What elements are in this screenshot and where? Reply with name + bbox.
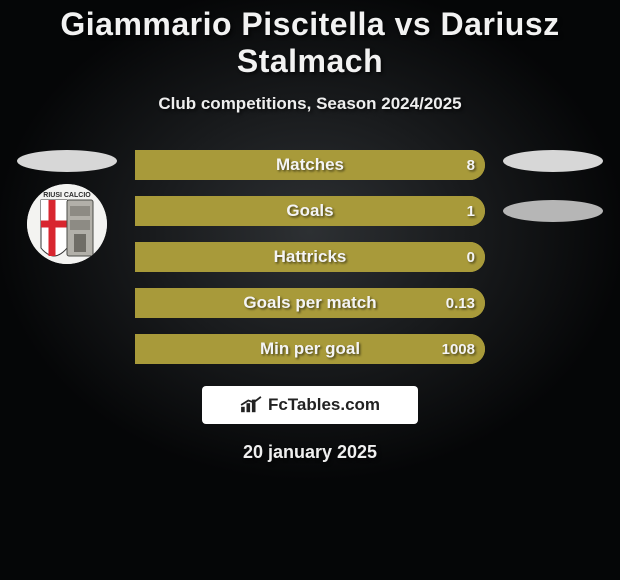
player-right-ellipse-2 — [503, 200, 603, 222]
stat-value-right: 0 — [467, 249, 475, 266]
brand-prefix: Fc — [268, 395, 288, 414]
player-left-club-badge: RIUSI CALCIO — [27, 184, 107, 264]
brand-box[interactable]: FcTables.com — [202, 386, 418, 424]
stat-label: Goals per match — [243, 293, 376, 313]
stat-bar: Matches 8 — [135, 150, 485, 180]
svg-text:RIUSI CALCIO: RIUSI CALCIO — [43, 192, 91, 199]
brand-suffix: Tables.com — [288, 395, 380, 414]
stat-label: Matches — [276, 155, 344, 175]
stat-value-right: 1 — [467, 203, 475, 220]
stat-value-right: 8 — [467, 157, 475, 174]
comparison-chart: RIUSI CALCIO Matches 8 Goals 1 Hattricks 0 Goa… — [0, 150, 620, 364]
player-left-column: RIUSI CALCIO — [12, 150, 122, 264]
stat-bar: Goals 1 — [135, 196, 485, 226]
stat-value-right: 1008 — [442, 341, 475, 358]
player-right-ellipse-1 — [503, 150, 603, 172]
stat-label: Goals — [286, 201, 333, 221]
snapshot-date: 20 january 2025 — [0, 442, 620, 463]
subtitle: Club competitions, Season 2024/2025 — [0, 94, 620, 114]
stat-bar: Goals per match 0.13 — [135, 288, 485, 318]
bar-chart-icon — [240, 396, 262, 414]
player-left-ellipse — [17, 150, 117, 172]
stat-value-right: 0.13 — [446, 295, 475, 312]
stat-label: Hattricks — [274, 247, 347, 267]
stat-label: Min per goal — [260, 339, 360, 359]
stat-bar: Hattricks 0 — [135, 242, 485, 272]
content-root: Giammario Piscitella vs Dariusz Stalmach… — [0, 0, 620, 580]
stat-bars: Matches 8 Goals 1 Hattricks 0 Goals per match 0… — [135, 150, 485, 364]
player-right-column — [498, 150, 608, 222]
brand-text: FcTables.com — [268, 395, 380, 415]
stat-bar: Min per goal 1008 — [135, 334, 485, 364]
page-title: Giammario Piscitella vs Dariusz Stalmach — [0, 0, 620, 80]
club-crest-icon: RIUSI CALCIO — [27, 184, 107, 264]
